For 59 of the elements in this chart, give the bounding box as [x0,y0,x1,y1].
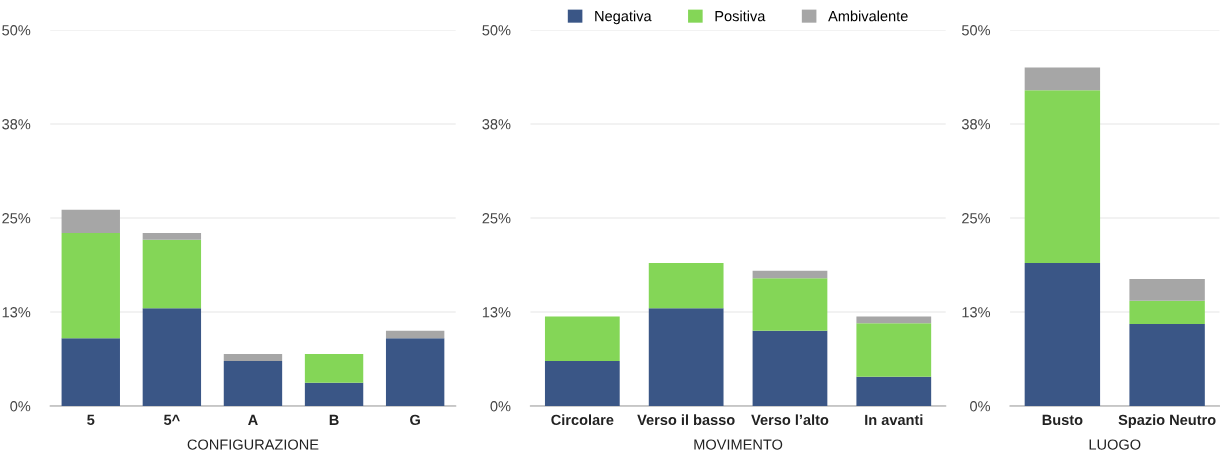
legend-label: Ambivalente [828,10,908,22]
bar [1024,263,1101,406]
y-tick-label: 0% [10,401,31,412]
bar [752,278,828,331]
bar [142,239,202,309]
y-tick-label: 13% [482,307,511,318]
bar [61,209,120,234]
y-tick-label: 25% [2,213,31,224]
legend-label: Negativa [595,10,652,25]
x-tick-label: A [248,414,258,425]
bar [856,323,932,377]
y-tick-label: 38% [961,119,991,130]
bar [223,360,283,406]
y-tick-label: 50% [482,25,511,36]
bar [61,338,120,406]
bar [1024,90,1101,264]
y-tick-label: 13% [962,307,991,318]
bar [544,360,620,406]
bar [752,330,828,406]
bar [304,382,364,406]
y-tick-label: 38% [482,119,511,130]
x-tick-label: 5 [87,414,95,426]
y-tick-label: 0% [970,401,991,412]
bar [142,308,202,406]
y-tick-label: 25% [482,213,511,224]
bar [223,354,283,361]
y-tick-label: 50% [961,25,991,36]
x-tick-label: Verso il basso [637,414,735,426]
bar [385,330,445,339]
bar [385,338,445,406]
x-tick-label: Circolare [551,414,614,426]
y-tick-label: 13% [2,307,31,318]
bar [1129,324,1205,406]
x-tick-label: Busto [1042,414,1083,426]
bar [1129,278,1205,301]
y-tick-label: 25% [962,213,991,224]
bar [61,233,120,339]
y-tick-label: 0% [490,401,511,412]
y-tick-label: 38% [2,119,31,130]
y-tick-label: 50% [2,25,31,36]
x-tick-label: 5^ [164,414,180,426]
x-axis-title: CONFIGURAZIONE [187,439,319,450]
legend-label: Positiva [715,10,766,22]
x-tick-label: Verso l’alto [751,414,829,426]
bar [142,233,202,240]
bar [1129,300,1205,325]
x-tick-label: G [410,414,420,426]
x-tick-label: In avanti [865,414,923,426]
bar [304,354,364,383]
bar [544,316,620,361]
x-tick-label: Spazio Neutro [1118,414,1216,428]
bar [648,308,724,406]
bar [752,270,828,279]
x-tick-label: B [329,414,339,425]
x-axis-title: MOVIMENTO [694,439,783,450]
bar [856,376,932,406]
x-axis-title: LUOGO [1089,439,1141,450]
bar [1024,67,1101,91]
bar [648,263,724,309]
